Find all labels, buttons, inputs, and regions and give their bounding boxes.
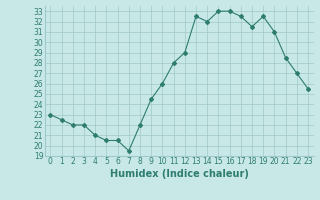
X-axis label: Humidex (Indice chaleur): Humidex (Indice chaleur): [110, 169, 249, 179]
